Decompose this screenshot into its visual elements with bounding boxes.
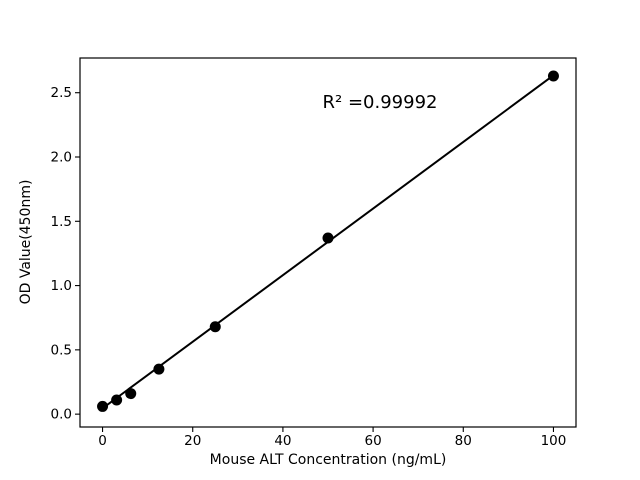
x-tick-label: 0: [98, 433, 107, 449]
data-point: [547, 70, 559, 82]
y-axis: 0.0 0.5 1.0 1.5 2.0 2.5: [51, 85, 80, 423]
y-tick-label: 2.0: [51, 150, 72, 166]
data-point: [209, 321, 221, 333]
y-tick-label: 1.5: [51, 214, 72, 230]
x-axis: 0 20 40 60 80 100: [98, 427, 566, 449]
x-axis-label: Mouse ALT Concentration (ng/mL): [210, 452, 447, 468]
x-tick-label: 40: [274, 433, 291, 449]
data-point: [322, 232, 334, 244]
r-squared-annotation: R² =0.99992: [323, 92, 438, 113]
y-tick-label: 2.5: [51, 85, 72, 101]
data-points: [97, 70, 559, 412]
x-tick-label: 80: [455, 433, 472, 449]
data-point: [111, 394, 123, 406]
y-tick-label: 0.5: [51, 342, 72, 358]
data-point: [153, 363, 165, 375]
y-axis-label: OD Value(450nm): [18, 180, 34, 305]
data-point: [97, 400, 109, 412]
x-tick-label: 60: [364, 433, 381, 449]
y-tick-label: 1.0: [51, 278, 72, 294]
plot-border: [79, 57, 577, 428]
x-tick-label: 100: [541, 433, 567, 449]
y-tick-label: 0.0: [51, 407, 72, 423]
x-tick-label: 20: [184, 433, 201, 449]
data-point: [125, 388, 137, 400]
